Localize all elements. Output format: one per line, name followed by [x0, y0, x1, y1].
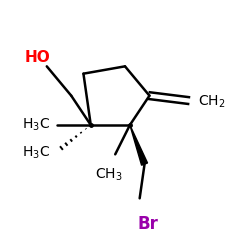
Text: CH$_3$: CH$_3$	[95, 166, 123, 183]
Text: CH$_2$: CH$_2$	[198, 94, 226, 110]
Text: H$_3$C: H$_3$C	[22, 117, 50, 133]
Text: H$_3$C: H$_3$C	[22, 145, 50, 161]
Text: Br: Br	[138, 216, 159, 234]
Text: HO: HO	[24, 50, 50, 65]
Polygon shape	[130, 125, 148, 165]
